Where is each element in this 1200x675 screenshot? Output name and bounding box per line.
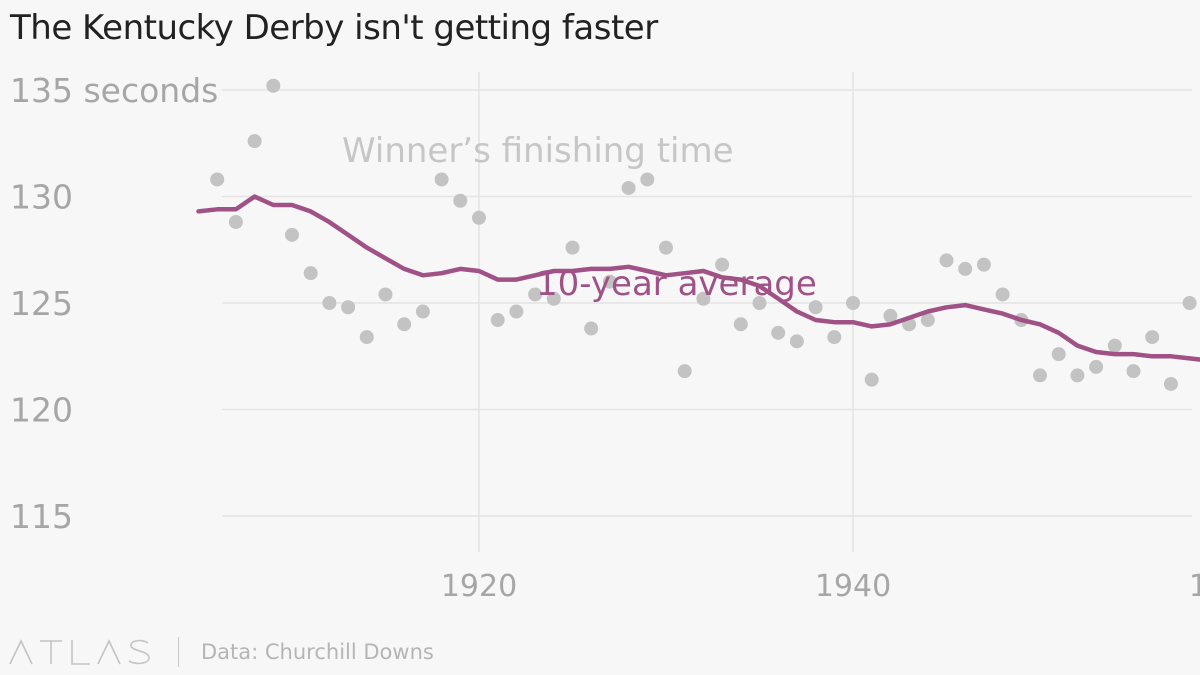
data-point: [1126, 364, 1141, 379]
y-tick-label: 120: [10, 391, 73, 430]
footer: Data: Churchill Downs: [8, 636, 434, 668]
x-axis-ticks: 19201940196019802000: [441, 569, 1200, 604]
source-credit: Data: Churchill Downs: [201, 640, 434, 664]
data-point: [976, 257, 991, 272]
y-tick-label: 135 seconds: [10, 71, 218, 110]
x-tick-label: 1960: [1189, 569, 1200, 604]
data-point: [846, 296, 860, 310]
data-point: [228, 215, 243, 230]
average-line-path: [196, 194, 1200, 362]
atlas-logo: [8, 638, 158, 666]
data-point: [528, 287, 543, 302]
data-point: [995, 287, 1010, 302]
chart-title: The Kentucky Derby isn't getting faster: [10, 8, 658, 48]
data-point: [659, 240, 673, 255]
data-point: [602, 274, 617, 289]
data-point: [958, 261, 973, 276]
atlas-logo-mark: [9, 639, 150, 665]
data-point: [378, 287, 393, 302]
data-point: [472, 210, 486, 225]
y-tick-label: 130: [10, 178, 73, 217]
data-point: [210, 172, 225, 187]
data-point: [696, 291, 711, 306]
data-point: [939, 253, 954, 268]
data-point: [584, 321, 599, 336]
data-point: [434, 172, 449, 187]
data-point: [1089, 359, 1104, 374]
data-point: [565, 240, 580, 255]
data-point: [752, 296, 767, 310]
data-point: [1033, 368, 1047, 383]
points-annotation: Winner’s finishing time: [342, 131, 734, 171]
finishing-time-points: [210, 78, 1197, 391]
y-tick-label: 125: [10, 284, 73, 323]
ten-year-average-line: [196, 194, 1200, 362]
y-tick-label: 115: [10, 497, 73, 536]
data-point: [621, 180, 636, 195]
data-point: [640, 172, 655, 187]
data-point: [771, 325, 786, 340]
average-annotation: 10-year average: [536, 264, 817, 304]
x-tick-label: 1940: [815, 569, 891, 604]
data-point: [490, 313, 505, 328]
data-point: [1145, 330, 1160, 345]
data-point: [677, 364, 692, 379]
data-point: [1107, 338, 1122, 353]
data-point: [1051, 347, 1066, 362]
data-point: [303, 266, 318, 281]
data-point: [715, 257, 730, 272]
data-point: [341, 300, 356, 315]
data-point: [808, 300, 823, 315]
data-point: [359, 330, 374, 345]
data-point: [285, 227, 299, 242]
data-point: [864, 372, 879, 387]
data-point: [1070, 368, 1085, 383]
data-point: [397, 317, 412, 332]
data-point: [920, 313, 935, 328]
y-axis-ticks: 115 120 125 130 135 seconds: [10, 71, 218, 536]
data-point: [322, 296, 337, 310]
data-point: [789, 334, 804, 349]
data-point: [733, 317, 748, 332]
data-point: [415, 304, 430, 319]
data-point: [1182, 296, 1197, 310]
data-point: [509, 304, 524, 319]
data-point: [247, 134, 262, 149]
data-point: [266, 78, 281, 93]
data-point: [453, 193, 468, 208]
data-point: [546, 291, 561, 306]
data-point: [827, 330, 842, 345]
footer-divider: [178, 637, 179, 667]
data-point: [1163, 376, 1178, 391]
data-point: [883, 308, 898, 323]
x-tick-label: 1920: [441, 569, 517, 604]
